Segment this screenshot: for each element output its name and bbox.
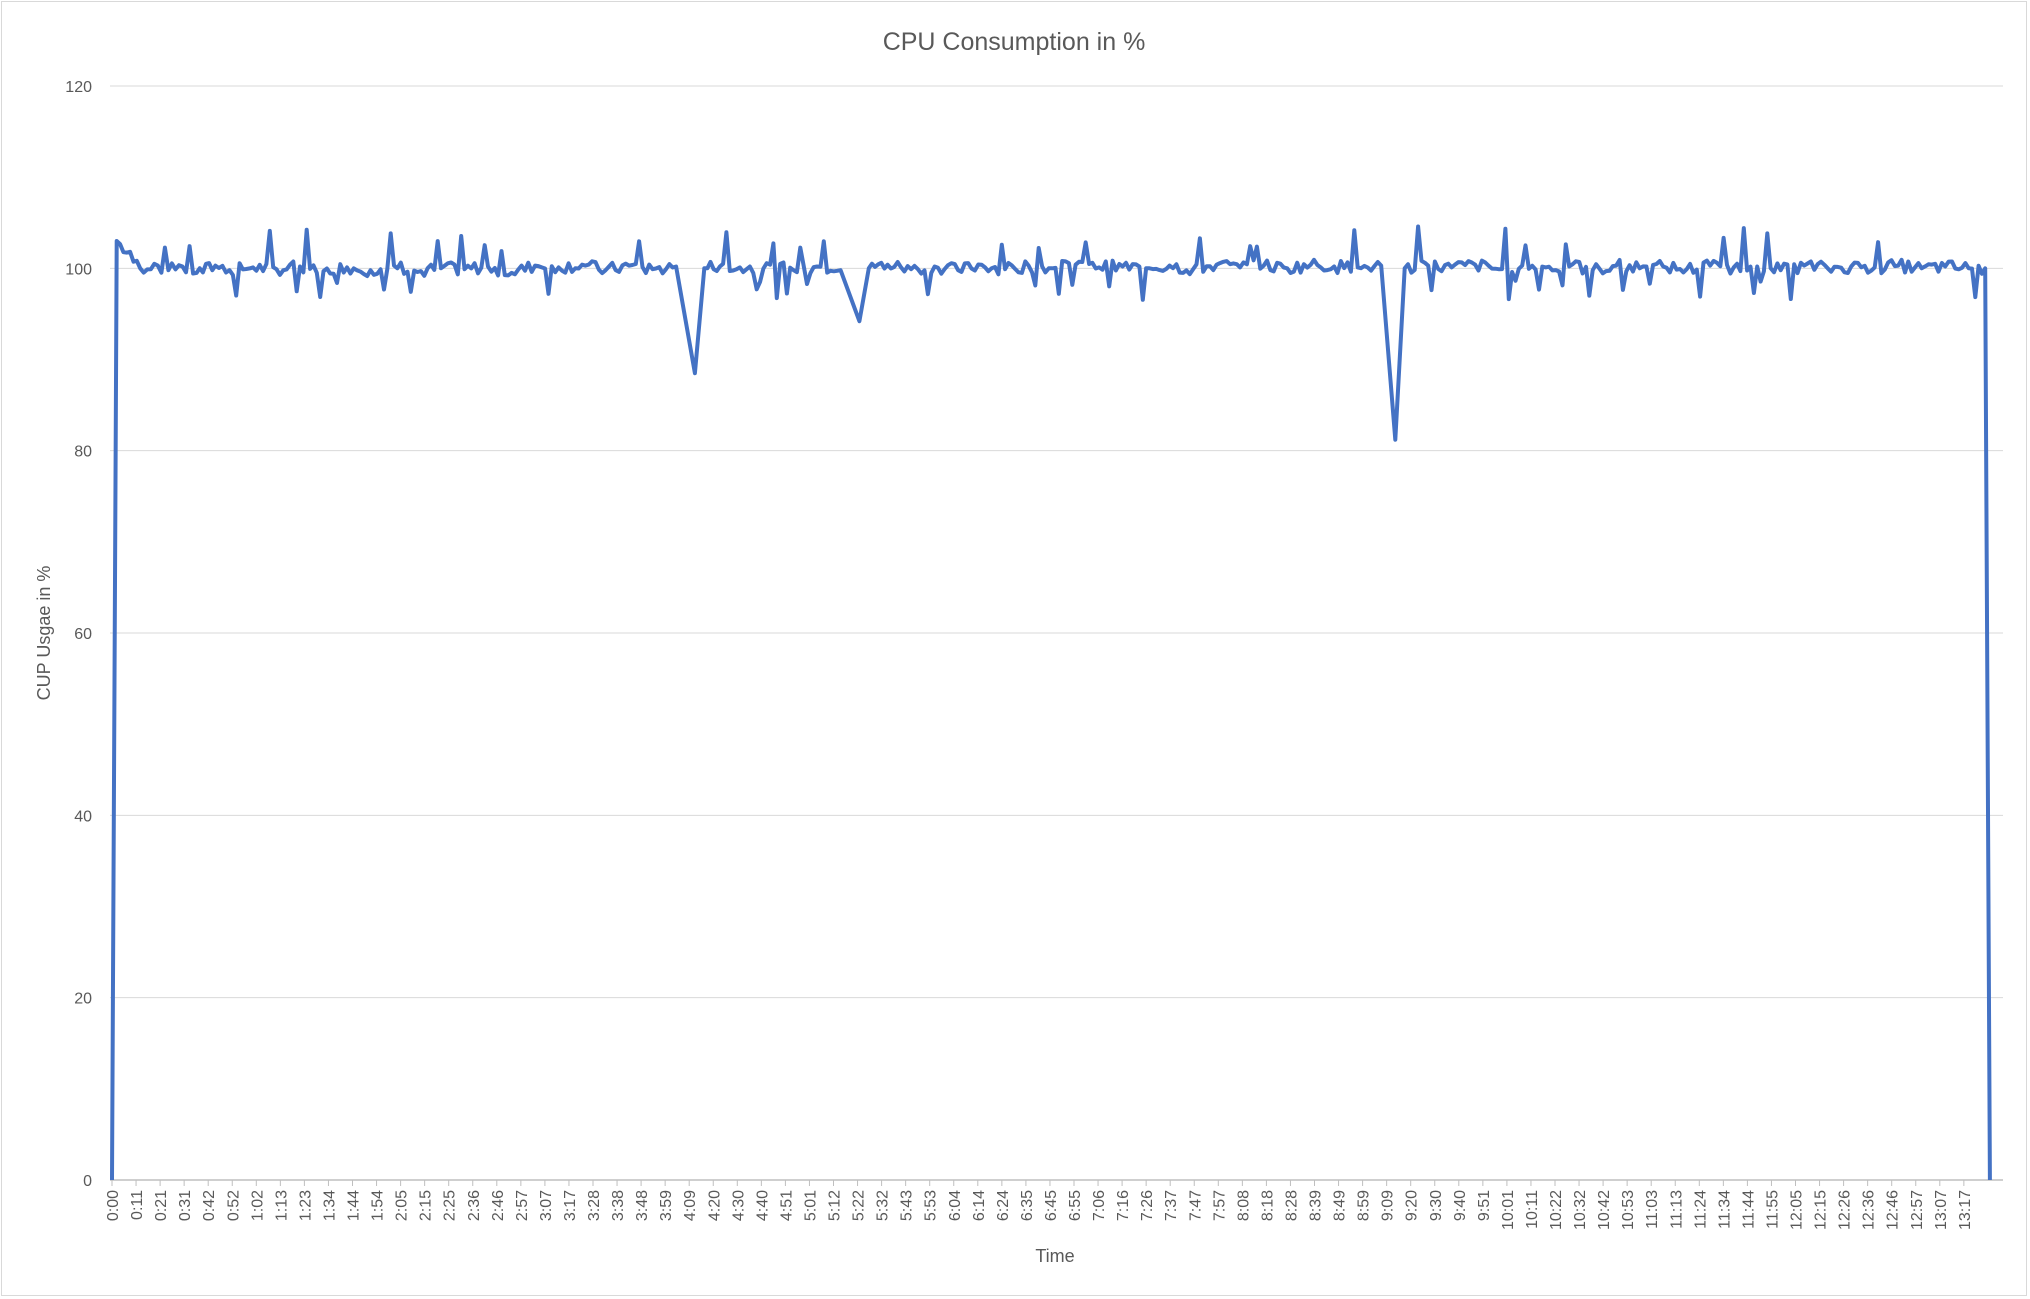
series-line-cpu: [110, 224, 1992, 1181]
x-tick-label: 5:01: [802, 1190, 819, 1221]
x-tick-label: 7:57: [1211, 1190, 1228, 1221]
y-tick-label: 80: [74, 444, 92, 461]
y-tick-label: 60: [74, 626, 92, 643]
x-tick-label: 1:34: [321, 1190, 338, 1221]
x-tick-label: 11:13: [1668, 1190, 1685, 1229]
x-tick-label: 5:22: [851, 1190, 868, 1221]
y-tick-label: 100: [65, 261, 92, 278]
x-tick-label: 6:45: [1043, 1190, 1060, 1221]
x-tick-label: 10:32: [1572, 1190, 1589, 1230]
x-tick-label: 8:49: [1332, 1190, 1349, 1221]
y-tick-label: 40: [74, 808, 92, 825]
x-tick-label: 3:07: [538, 1190, 555, 1221]
x-tick-label: 2:15: [418, 1190, 435, 1221]
x-tick-label: 11:24: [1692, 1190, 1709, 1229]
x-tick-label: 11:03: [1644, 1190, 1661, 1229]
x-tick-label: 9:40: [1452, 1190, 1469, 1221]
x-axis-ticks: 0:00 0:11 0:21 0:31 0:42 0:52 1:02 1:13 1:23 1:34…: [105, 1180, 1974, 1230]
x-tick-label: 12:26: [1837, 1190, 1854, 1230]
x-tick-label: 4:40: [754, 1190, 771, 1221]
x-tick-label: 0:00: [105, 1190, 122, 1221]
x-tick-label: 10:11: [1524, 1190, 1541, 1229]
x-tick-label: 10:42: [1596, 1190, 1613, 1230]
x-tick-label: 0:52: [225, 1190, 242, 1221]
x-tick-label: 0:31: [177, 1190, 194, 1221]
x-tick-label: 1:54: [370, 1190, 387, 1221]
x-tick-label: 3:48: [634, 1190, 651, 1221]
x-tick-label: 7:47: [1187, 1190, 1204, 1221]
x-tick-label: 8:39: [1308, 1190, 1325, 1221]
x-tick-label: 11:55: [1764, 1190, 1781, 1229]
x-tick-label: 6:04: [947, 1190, 964, 1221]
x-tick-label: 9:30: [1428, 1190, 1445, 1221]
x-tick-label: 12:05: [1789, 1190, 1806, 1230]
x-tick-label: 6:14: [971, 1190, 988, 1221]
x-axis-label: Time: [1035, 1246, 1074, 1266]
y-tick-label: 20: [74, 991, 92, 1008]
chart-title: CPU Consumption in %: [883, 28, 1146, 56]
x-tick-label: 12:57: [1909, 1190, 1926, 1230]
x-tick-label: 10:22: [1548, 1190, 1565, 1230]
x-tick-label: 4:09: [682, 1190, 699, 1221]
x-tick-label: 3:59: [658, 1190, 675, 1221]
x-tick-label: 8:28: [1283, 1190, 1300, 1221]
x-tick-label: 1:23: [297, 1190, 314, 1221]
x-tick-label: 4:51: [778, 1190, 795, 1221]
x-tick-label: 4:20: [706, 1190, 723, 1221]
x-tick-label: 6:35: [1019, 1190, 1036, 1221]
y-axis-ticks: 0 20 40 60 80 100 120: [65, 79, 92, 1190]
x-tick-label: 0:42: [201, 1190, 218, 1221]
x-tick-label: 3:28: [586, 1190, 603, 1221]
x-tick-label: 7:26: [1139, 1190, 1156, 1221]
x-tick-label: 2:25: [442, 1190, 459, 1221]
x-tick-label: 5:12: [827, 1190, 844, 1221]
x-tick-label: 8:59: [1356, 1190, 1373, 1221]
x-tick-label: 1:44: [346, 1190, 363, 1221]
x-tick-label: 10:53: [1620, 1190, 1637, 1230]
x-tick-label: 8:08: [1235, 1190, 1252, 1221]
x-tick-label: 5:53: [923, 1190, 940, 1221]
x-tick-label: 6:55: [1067, 1190, 1084, 1221]
x-tick-label: 9:09: [1380, 1190, 1397, 1221]
x-tick-label: 0:21: [153, 1190, 170, 1221]
x-tick-label: 0:11: [129, 1190, 146, 1220]
y-tick-label: 120: [65, 79, 92, 96]
x-tick-label: 2:46: [490, 1190, 507, 1221]
x-tick-label: 7:06: [1091, 1190, 1108, 1221]
x-tick-label: 2:57: [514, 1190, 531, 1221]
y-tick-label: 0: [83, 1173, 92, 1190]
x-tick-label: 13:07: [1933, 1190, 1950, 1230]
x-tick-label: 5:32: [875, 1190, 892, 1221]
x-tick-label: 7:37: [1163, 1190, 1180, 1221]
x-tick-label: 12:46: [1885, 1190, 1902, 1230]
x-tick-label: 1:02: [249, 1190, 266, 1221]
x-tick-label: 13:17: [1957, 1190, 1974, 1230]
x-tick-label: 3:38: [610, 1190, 627, 1221]
x-tick-label: 11:44: [1740, 1190, 1757, 1229]
x-tick-label: 10:01: [1500, 1190, 1517, 1230]
x-tick-label: 12:15: [1813, 1190, 1830, 1230]
x-tick-label: 11:34: [1716, 1190, 1733, 1229]
x-tick-label: 2:36: [466, 1190, 483, 1221]
x-tick-label: 3:17: [562, 1190, 579, 1221]
x-tick-label: 2:05: [394, 1190, 411, 1221]
x-tick-label: 4:30: [730, 1190, 747, 1221]
x-tick-label: 12:36: [1861, 1190, 1878, 1230]
y-axis-label: CUP Usgae in %: [34, 566, 54, 701]
x-tick-label: 6:24: [995, 1190, 1012, 1221]
x-tick-label: 5:43: [899, 1190, 916, 1221]
x-tick-label: 1:13: [273, 1190, 290, 1221]
x-tick-label: 7:16: [1115, 1190, 1132, 1221]
x-tick-label: 8:18: [1259, 1190, 1276, 1221]
x-tick-label: 9:20: [1404, 1190, 1421, 1221]
x-tick-label: 9:51: [1476, 1190, 1493, 1221]
